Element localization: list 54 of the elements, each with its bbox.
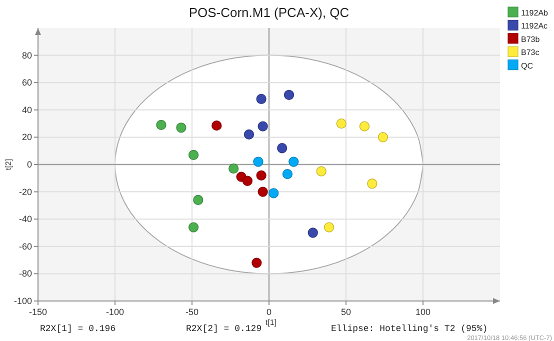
point (252, 258, 262, 268)
point (188, 222, 199, 232)
x-tick-label: -100 (106, 307, 124, 317)
point (282, 168, 293, 180)
point (258, 121, 268, 132)
y-tick-label: 40 (22, 104, 32, 115)
y-tick-label: -20 (18, 186, 32, 197)
y-tick-label: -100 (14, 296, 32, 306)
point (277, 143, 288, 154)
y-tick-label: 0 (26, 160, 32, 170)
y-tick-label: 60 (22, 78, 32, 88)
point (308, 228, 318, 238)
point (193, 194, 204, 206)
point (336, 118, 346, 129)
x-tick-label: 0 (266, 307, 272, 317)
legend-label: 1192Ab (521, 8, 549, 18)
point (378, 132, 388, 142)
point (284, 90, 294, 100)
point (256, 94, 266, 104)
point (188, 150, 199, 160)
y-axis-title: t[2] (4, 158, 13, 170)
point (212, 120, 222, 131)
point (253, 156, 264, 167)
point (256, 170, 266, 180)
point (228, 164, 239, 174)
chart-title: POS-Corn.M1 (PCA-X), QC (188, 5, 350, 20)
point (176, 122, 186, 133)
point (359, 121, 370, 132)
y-tick-label: -80 (18, 268, 32, 279)
x-tick-label: -50 (185, 307, 199, 317)
y-tick-label: 20 (22, 132, 32, 142)
text: R2X[2] = 0.129 (186, 324, 262, 334)
point (367, 178, 378, 189)
text: R2X[1] = 0.196 (40, 324, 116, 334)
point (156, 120, 166, 130)
point (244, 129, 254, 140)
text: Ellipse: Hotelling's T2 (95%) (331, 324, 488, 334)
legend-label: QC (521, 61, 534, 70)
point (268, 188, 279, 198)
y-tick-label: -40 (18, 214, 32, 224)
point (324, 222, 334, 232)
x-axis-title: t[1] (265, 318, 277, 327)
point (288, 156, 299, 167)
x-tick-label: 100 (415, 307, 431, 317)
x-tick-label: 50 (340, 307, 352, 317)
legend-label: 1192Ac (521, 22, 548, 31)
point (242, 176, 253, 186)
legend-label: B73b (521, 34, 540, 44)
y-tick-label: 80 (22, 50, 32, 60)
point (258, 186, 268, 197)
y-tick-label: -60 (18, 241, 32, 252)
x-tick-label: -150 (28, 307, 48, 317)
legend-label: B73c (521, 48, 540, 58)
point (316, 166, 326, 176)
